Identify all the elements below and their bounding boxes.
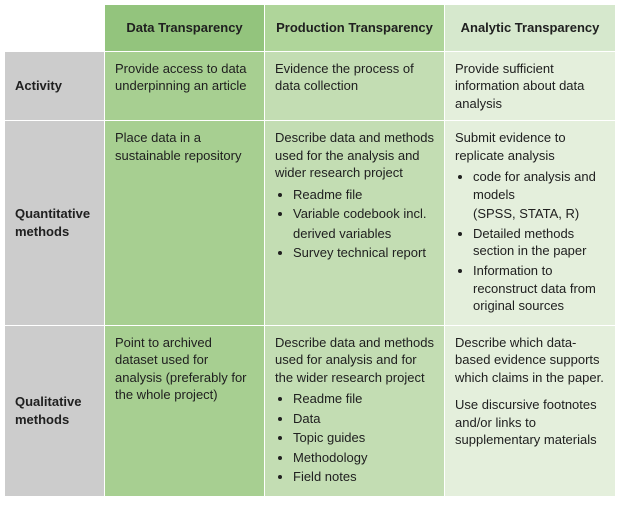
cell-qual-prod: Describe data and methods used for analy… xyxy=(265,325,445,496)
quant-analytic-list: code for analysis and models (SPSS, STAT… xyxy=(455,168,605,314)
list-item: Methodology xyxy=(293,449,434,467)
cell-quant-data: Place data in a sustainable repository xyxy=(105,121,265,325)
list-item-text: Variable codebook incl. xyxy=(293,206,426,221)
qual-analytic-p1: Describe which data-based evidence suppo… xyxy=(455,334,605,387)
list-item: Variable codebook incl. derived variable… xyxy=(293,205,434,242)
qual-prod-intro: Describe data and methods used for analy… xyxy=(275,335,434,385)
list-item: Readme file xyxy=(293,186,434,204)
list-item: Data xyxy=(293,410,434,428)
qual-analytic-p2: Use discursive footnotes and/or links to… xyxy=(455,396,605,449)
cell-qual-data: Point to archived dataset used for analy… xyxy=(105,325,265,496)
cell-activity-data: Provide access to data underpinning an a… xyxy=(105,51,265,121)
list-item-text: code for analysis and models xyxy=(473,169,596,202)
list-item: Readme file xyxy=(293,390,434,408)
cell-quant-analytic: Submit evidence to replicate analysis co… xyxy=(445,121,616,325)
list-item: Survey technical report xyxy=(293,244,434,262)
quant-prod-list: Readme file Variable codebook incl. deri… xyxy=(275,186,434,262)
header-analytic-transparency: Analytic Transparency xyxy=(445,5,616,52)
header-production-transparency: Production Transparency xyxy=(265,5,445,52)
row-label-quantitative: Quantitative methods xyxy=(5,121,105,325)
quant-prod-intro: Describe data and methods used for the a… xyxy=(275,130,434,180)
cell-activity-prod: Evidence the process of data collection xyxy=(265,51,445,121)
list-item: Information to reconstruct data from ori… xyxy=(473,262,605,315)
list-item-sub: (SPSS, STATA, R) xyxy=(473,205,605,223)
row-activity: Activity Provide access to data underpin… xyxy=(5,51,616,121)
cell-quant-prod: Describe data and methods used for the a… xyxy=(265,121,445,325)
row-label-qualitative: Qualitative methods xyxy=(5,325,105,496)
list-item: Detailed methods section in the paper xyxy=(473,225,605,260)
header-data-transparency: Data Transparency xyxy=(105,5,265,52)
list-item: Topic guides xyxy=(293,429,434,447)
list-item: Field notes xyxy=(293,468,434,486)
quant-analytic-intro: Submit evidence to replicate analysis xyxy=(455,130,566,163)
qual-prod-list: Readme file Data Topic guides Methodolog… xyxy=(275,390,434,486)
transparency-table: Data Transparency Production Transparenc… xyxy=(4,4,616,497)
row-label-activity: Activity xyxy=(5,51,105,121)
row-quantitative: Quantitative methods Place data in a sus… xyxy=(5,121,616,325)
corner-cell xyxy=(5,5,105,52)
row-qualitative: Qualitative methods Point to archived da… xyxy=(5,325,616,496)
table-header-row: Data Transparency Production Transparenc… xyxy=(5,5,616,52)
cell-activity-analytic: Provide sufficient information about dat… xyxy=(445,51,616,121)
list-item: code for analysis and models (SPSS, STAT… xyxy=(473,168,605,223)
cell-qual-analytic: Describe which data-based evidence suppo… xyxy=(445,325,616,496)
list-item-sub: derived variables xyxy=(293,225,434,243)
